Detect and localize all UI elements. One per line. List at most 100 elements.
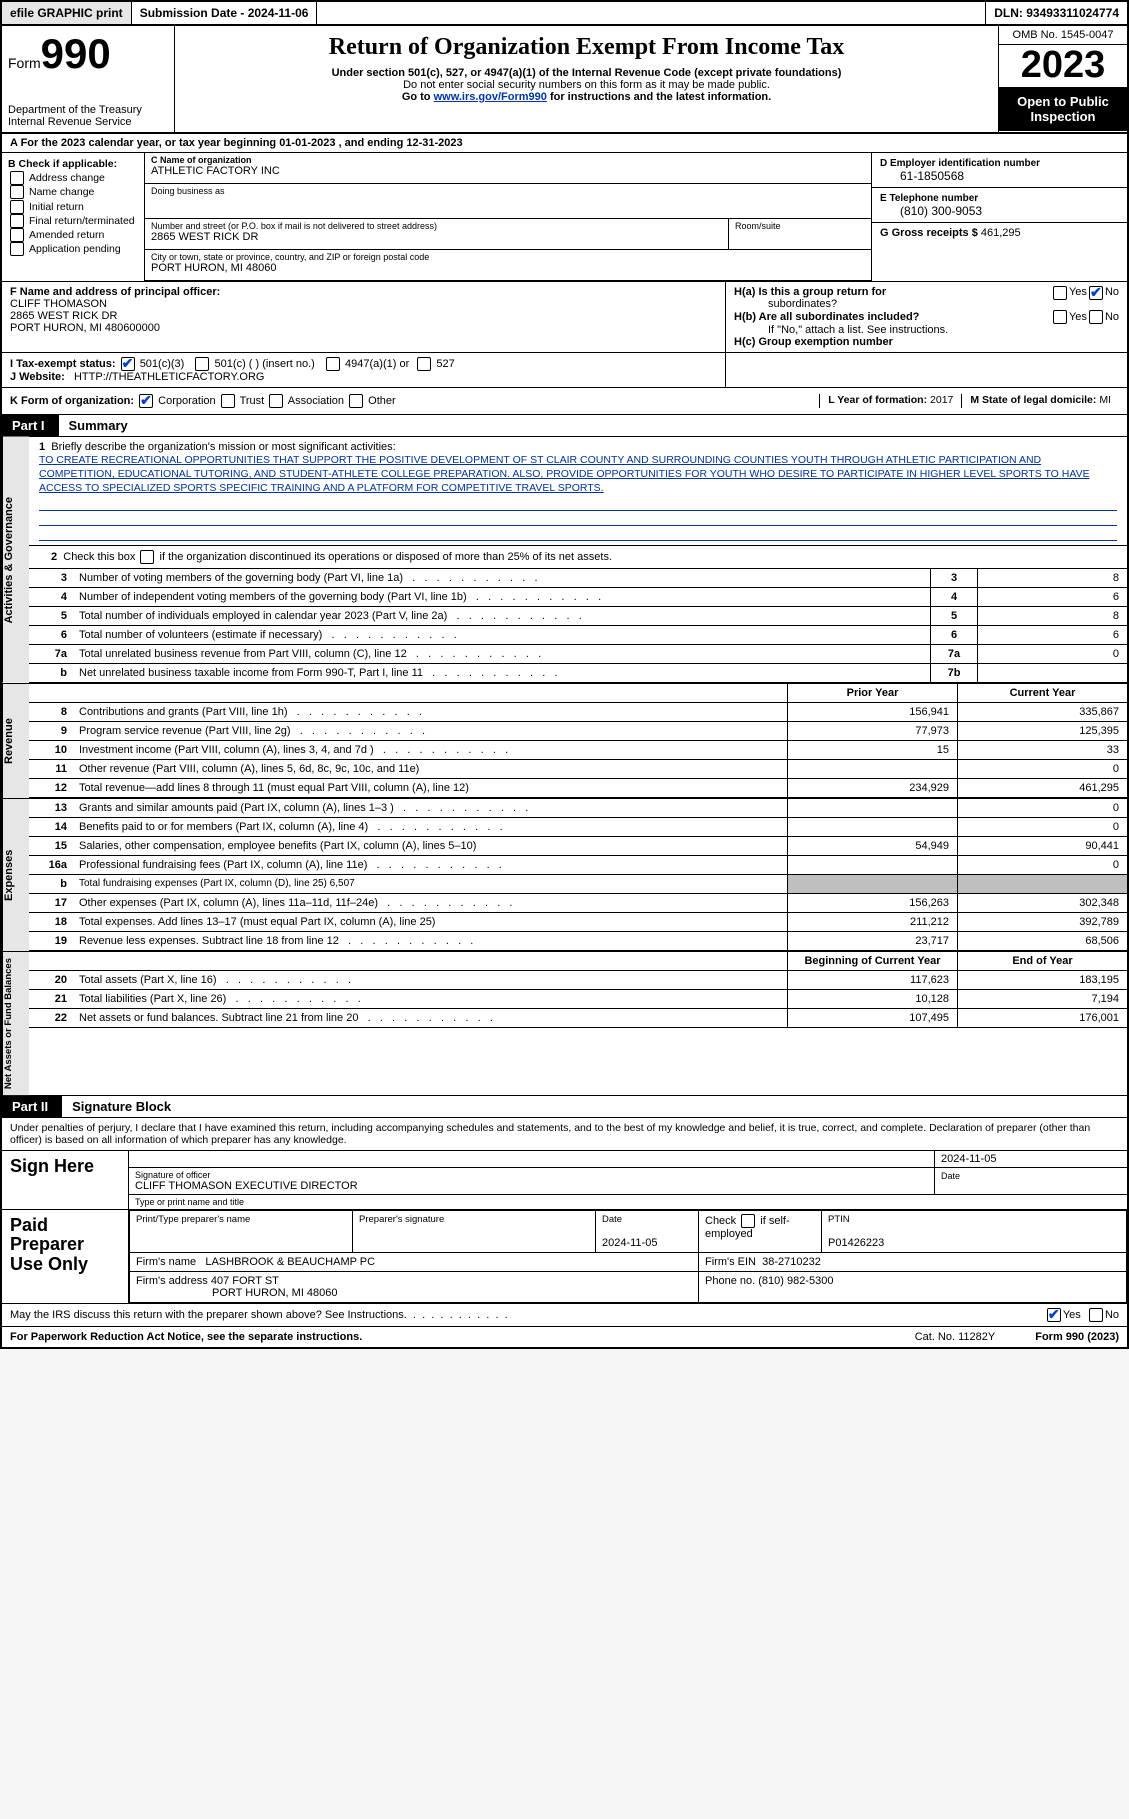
line11-prior (788, 759, 958, 778)
suite-label: Room/suite (735, 221, 865, 231)
page-footer: For Paperwork Reduction Act Notice, see … (0, 1327, 1129, 1349)
col-prior: Prior Year (788, 684, 958, 703)
submission-date: Submission Date - 2024-11-06 (132, 2, 318, 24)
line10-prior: 15 (788, 740, 958, 759)
line12-label: Total revenue—add lines 8 through 11 (mu… (73, 778, 788, 797)
line22-label: Net assets or fund balances. Subtract li… (73, 1008, 788, 1027)
chk-trust[interactable] (221, 394, 235, 408)
ein-label: D Employer identification number (880, 158, 1040, 169)
ha-no-checkbox[interactable] (1089, 286, 1103, 300)
checkbox-initial-return[interactable] (10, 200, 24, 214)
year-formation-value: 2017 (930, 394, 953, 406)
ij-row: I Tax-exempt status: 501(c)(3) 501(c) ( … (0, 352, 1129, 388)
chk-527[interactable] (417, 357, 431, 371)
line22-eoy: 176,001 (958, 1008, 1128, 1027)
chk-501c[interactable] (195, 357, 209, 371)
part2-tab: Part II (2, 1096, 62, 1117)
city-value: PORT HURON, MI 48060 (151, 262, 277, 274)
line9-current: 125,395 (958, 721, 1128, 740)
firm-name-value: LASHBROOK & BEAUCHAMP PC (205, 1256, 375, 1268)
line7a-label: Total unrelated business revenue from Pa… (73, 644, 931, 663)
line13-current: 0 (958, 799, 1128, 818)
line13-prior (788, 799, 958, 818)
prep-date: 2024-11-05 (602, 1237, 657, 1249)
line21-label: Total liabilities (Part X, line 26) (73, 989, 788, 1008)
line2-text-a: Check this box (63, 550, 138, 562)
line16a-current: 0 (958, 855, 1128, 874)
street-label: Number and street (or P.O. box if mail i… (151, 221, 722, 231)
efile-label: efile GRAPHIC print (2, 2, 132, 24)
chk-corporation[interactable] (139, 394, 153, 408)
part2-title: Signature Block (62, 1099, 171, 1114)
fh-row: F Name and address of principal officer:… (0, 281, 1129, 352)
line7a-value: 0 (978, 644, 1128, 663)
side-revenue: Revenue (2, 684, 29, 798)
gross-value: 461,295 (981, 227, 1021, 239)
checkbox-final-return[interactable] (10, 214, 24, 228)
chk-discontinued[interactable] (140, 550, 154, 564)
checkbox-address-change[interactable] (10, 171, 24, 185)
hb-yes-checkbox[interactable] (1053, 310, 1067, 324)
year-formation-label: L Year of formation: (828, 394, 927, 406)
discuss-no-checkbox[interactable] (1089, 1308, 1103, 1322)
discuss-yes-checkbox[interactable] (1047, 1308, 1061, 1322)
line2-text-b: if the organization discontinued its ope… (160, 550, 613, 562)
top-bar: efile GRAPHIC print Submission Date - 20… (0, 0, 1129, 26)
hb-label: H(b) Are all subordinates included? (734, 311, 919, 323)
checkbox-name-change[interactable] (10, 185, 24, 199)
line3-label: Number of voting members of the governin… (73, 569, 931, 588)
chk-self-employed[interactable] (741, 1214, 755, 1228)
line18-current: 392,789 (958, 912, 1128, 931)
ptin-value: P01426223 (828, 1237, 884, 1249)
mission-text: TO CREATE RECREATIONAL OPPORTUNITIES THA… (39, 453, 1117, 496)
col-eoy: End of Year (958, 952, 1128, 971)
firm-addr-label: Firm's address (136, 1275, 208, 1287)
paid-preparer-label: Paid Preparer Use Only (2, 1210, 129, 1303)
hb-note: If "No," attach a list. See instructions… (734, 324, 1119, 336)
chk-501c3[interactable] (121, 357, 135, 371)
tax-status-label: I Tax-exempt status: (10, 358, 116, 370)
line21-eoy: 7,194 (958, 989, 1128, 1008)
form-word: Form (8, 55, 41, 71)
ha-yes-checkbox[interactable] (1053, 286, 1067, 300)
chk-other[interactable] (349, 394, 363, 408)
form-number: Form990 (8, 30, 168, 78)
chk-4947[interactable] (326, 357, 340, 371)
dept-treasury: Department of the Treasury Internal Reve… (8, 104, 168, 128)
side-activities: Activities & Governance (2, 437, 29, 683)
hb-no-checkbox[interactable] (1089, 310, 1103, 324)
line4-value: 6 (978, 587, 1128, 606)
sig-date: 2024-11-05 (935, 1151, 1127, 1167)
line17-current: 302,348 (958, 893, 1128, 912)
checkbox-amended[interactable] (10, 228, 24, 242)
firm-ein-value: 38-2710232 (762, 1256, 821, 1268)
firm-name-label: Firm's name (136, 1256, 196, 1268)
expenses-table: 13Grants and similar amounts paid (Part … (29, 799, 1127, 951)
part1-tab: Part I (2, 415, 59, 436)
b-heading: B Check if applicable: (8, 157, 138, 171)
self-emp-text: Check (705, 1215, 739, 1227)
omb-number: OMB No. 1545-0047 (999, 26, 1127, 45)
form-header: Form990 Department of the Treasury Inter… (0, 26, 1129, 134)
checkbox-app-pending[interactable] (10, 242, 24, 256)
line16a-prior (788, 855, 958, 874)
klm-row: K Form of organization: Corporation Trus… (0, 388, 1129, 415)
line6-label: Total number of volunteers (estimate if … (73, 625, 931, 644)
officer-label: F Name and address of principal officer: (10, 286, 717, 298)
irs-link[interactable]: www.irs.gov/Form990 (434, 91, 547, 103)
line20-eoy: 183,195 (958, 970, 1128, 989)
section-b-checkboxes: B Check if applicable: Address change Na… (2, 153, 145, 281)
org-info-row: B Check if applicable: Address change Na… (0, 153, 1129, 281)
line18-label: Total expenses. Add lines 13–17 (must eq… (73, 912, 788, 931)
state-domicile-value: MI (1099, 394, 1111, 406)
firm-ein-label: Firm's EIN (705, 1256, 756, 1268)
line5-value: 8 (978, 606, 1128, 625)
line16b-current (958, 874, 1128, 893)
side-net-assets: Net Assets or Fund Balances (2, 952, 29, 1095)
city-label: City or town, state or province, country… (151, 252, 865, 262)
dba-label: Doing business as (151, 186, 865, 196)
line17-prior: 156,263 (788, 893, 958, 912)
chk-association[interactable] (269, 394, 283, 408)
cat-no: Cat. No. 11282Y (915, 1331, 996, 1343)
line14-label: Benefits paid to or for members (Part IX… (73, 817, 788, 836)
